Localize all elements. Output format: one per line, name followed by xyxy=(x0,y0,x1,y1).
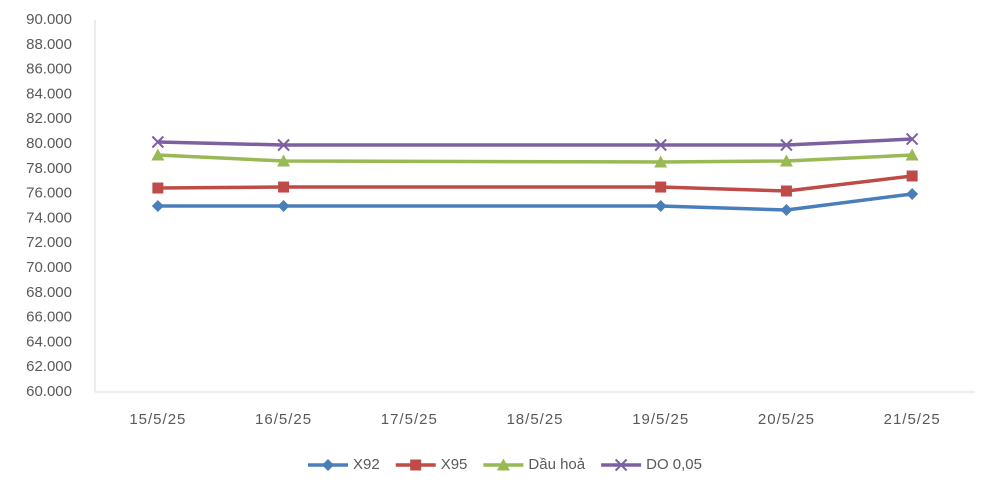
marker xyxy=(780,185,792,197)
marker xyxy=(654,200,667,212)
legend-item: DO 0,05 xyxy=(601,456,702,473)
marker xyxy=(277,154,291,167)
marker xyxy=(277,200,290,212)
y-tick-label: 88.000 xyxy=(26,36,72,53)
marker xyxy=(410,459,422,471)
series-line xyxy=(157,192,913,212)
legend-label: X95 xyxy=(441,456,468,473)
y-tick-label: 62.000 xyxy=(26,358,72,375)
x-tick-label: 15/5/25 xyxy=(129,411,186,428)
marker xyxy=(654,138,667,152)
marker xyxy=(905,132,919,146)
marker xyxy=(780,138,793,152)
x-tick-label: 17/5/25 xyxy=(381,411,438,428)
marker xyxy=(779,154,793,167)
y-tick-label: 82.000 xyxy=(26,110,72,127)
legend-label: Dầu hoả xyxy=(528,456,585,473)
y-tick-label: 78.000 xyxy=(26,160,72,177)
y-tick-label: 72.000 xyxy=(26,234,72,251)
x-tick-label: 16/5/25 xyxy=(255,411,312,428)
marker xyxy=(151,200,164,212)
marker xyxy=(614,458,628,472)
legend: X92 X95 Dầu hoả DO 0,05 xyxy=(308,456,702,473)
marker xyxy=(906,187,919,200)
y-tick-label: 66.000 xyxy=(26,309,72,326)
marker xyxy=(322,459,334,471)
legend-item: Dầu hoả xyxy=(483,456,586,473)
marker xyxy=(151,135,165,149)
series-line xyxy=(157,137,913,147)
y-tick-label: 84.000 xyxy=(26,85,72,102)
x-tick-label: 18/5/25 xyxy=(506,411,563,428)
marker xyxy=(906,170,918,182)
legend-label: X92 xyxy=(353,456,380,473)
series-line xyxy=(157,174,913,193)
legend-item: X95 xyxy=(395,456,468,473)
legend-item: X92 xyxy=(308,456,380,473)
marker xyxy=(905,148,919,161)
y-tick-label: 86.000 xyxy=(26,61,72,78)
marker xyxy=(496,458,510,471)
marker xyxy=(780,203,793,216)
y-tick-label: 60.000 xyxy=(26,383,72,400)
marker xyxy=(654,155,668,168)
x-tick-label: 19/5/25 xyxy=(632,411,689,428)
marker xyxy=(152,182,164,194)
y-tick-label: 80.000 xyxy=(26,135,72,152)
y-tick-label: 68.000 xyxy=(26,284,72,301)
marker xyxy=(278,181,290,193)
marker xyxy=(655,181,667,193)
y-tick-label: 70.000 xyxy=(26,259,72,276)
marker xyxy=(277,138,290,152)
y-tick-label: 64.000 xyxy=(26,333,72,350)
y-tick-label: 76.000 xyxy=(26,185,72,202)
series-line xyxy=(157,153,913,164)
y-tick-label: 74.000 xyxy=(26,209,72,226)
legend-label: DO 0,05 xyxy=(646,456,702,473)
x-tick-label: 20/5/25 xyxy=(758,411,815,428)
x-tick-label: 21/5/25 xyxy=(884,411,941,428)
y-tick-label: 90.000 xyxy=(26,11,72,28)
marker xyxy=(151,148,165,161)
